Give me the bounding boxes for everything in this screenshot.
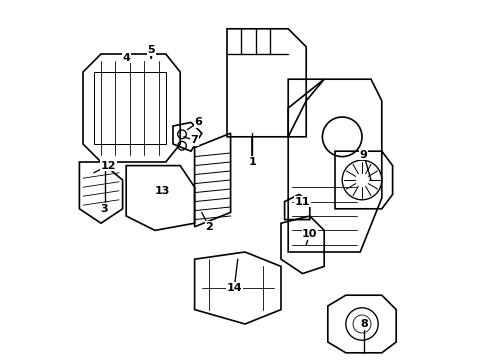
- Text: 7: 7: [191, 135, 198, 145]
- Text: 8: 8: [360, 319, 368, 329]
- Text: 6: 6: [194, 117, 202, 127]
- Text: 13: 13: [154, 186, 170, 196]
- Text: 9: 9: [360, 150, 368, 160]
- Text: 2: 2: [205, 222, 213, 232]
- Text: 3: 3: [101, 204, 108, 214]
- Text: 11: 11: [295, 197, 310, 207]
- Text: 14: 14: [226, 283, 242, 293]
- Text: 12: 12: [100, 161, 116, 171]
- Text: 10: 10: [302, 229, 318, 239]
- Text: 1: 1: [248, 157, 256, 167]
- Text: 4: 4: [122, 53, 130, 63]
- Text: 5: 5: [147, 45, 155, 55]
